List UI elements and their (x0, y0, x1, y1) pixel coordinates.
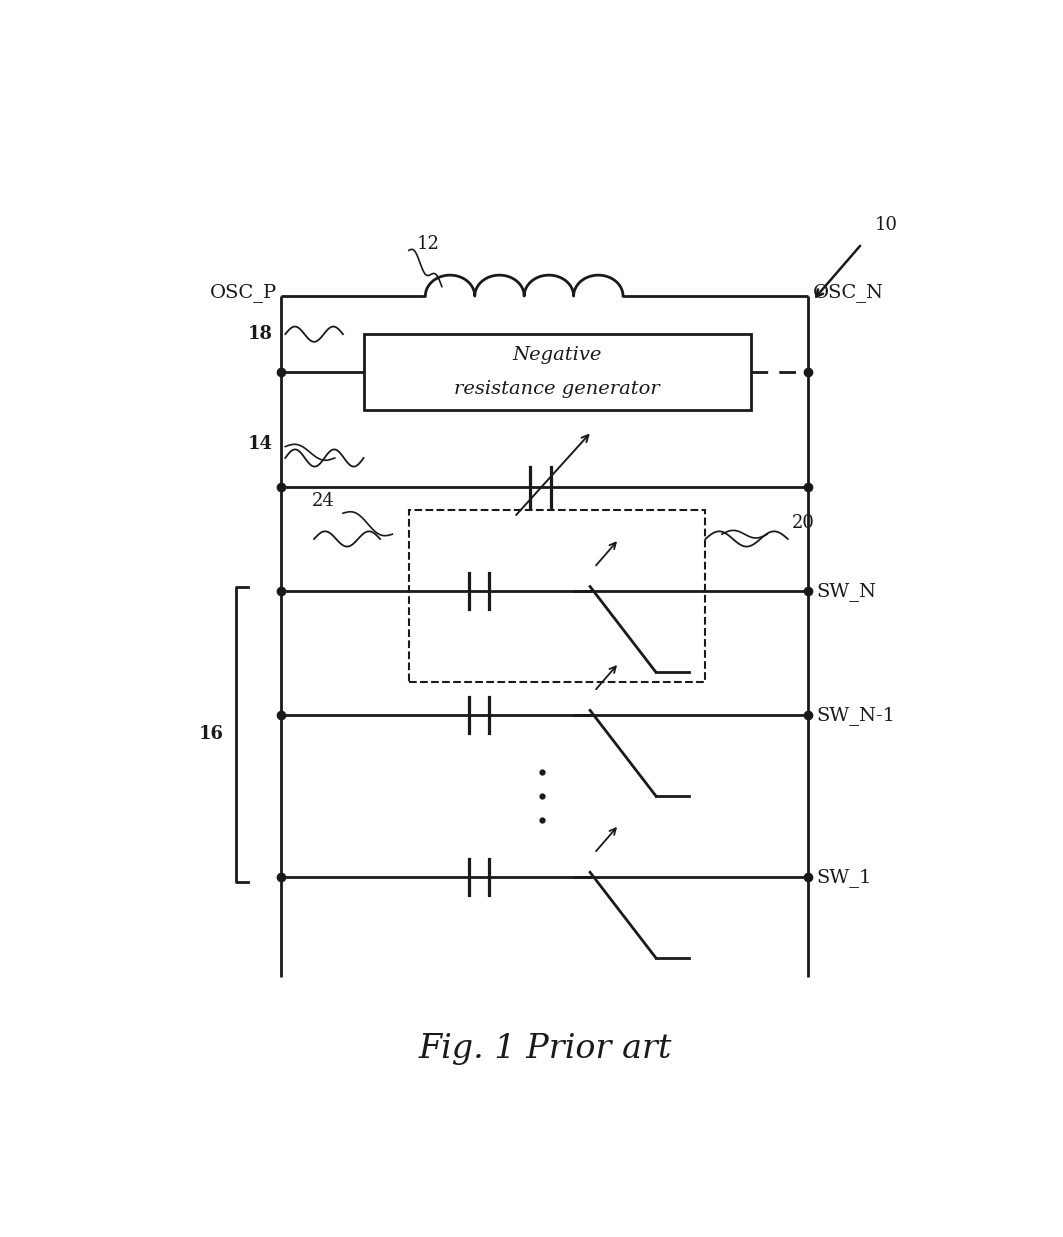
Text: Fig. 1 Prior art: Fig. 1 Prior art (418, 1033, 672, 1065)
Text: 18: 18 (248, 325, 273, 343)
Text: SW_N-1: SW_N-1 (816, 705, 896, 725)
Text: 24: 24 (311, 492, 335, 510)
Text: resistance generator: resistance generator (454, 381, 660, 398)
Text: OSC_P: OSC_P (209, 283, 277, 302)
Text: 14: 14 (248, 434, 273, 453)
Text: OSC_N: OSC_N (812, 283, 883, 302)
Bar (364, 334, 750, 411)
Text: SW_N: SW_N (816, 581, 877, 601)
Text: SW_1: SW_1 (816, 867, 872, 887)
Text: 12: 12 (417, 235, 440, 252)
Text: Negative: Negative (512, 346, 602, 364)
Bar (409, 511, 706, 682)
Text: 16: 16 (199, 725, 223, 743)
Text: 10: 10 (874, 215, 897, 234)
Text: 20: 20 (792, 513, 815, 532)
